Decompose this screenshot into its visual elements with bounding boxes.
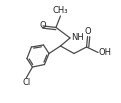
Text: O: O (84, 27, 91, 36)
Text: OH: OH (99, 48, 112, 57)
Text: NH: NH (71, 33, 84, 42)
Text: CH₃: CH₃ (53, 6, 68, 15)
Text: O: O (39, 21, 46, 30)
Text: Cl: Cl (22, 78, 30, 87)
